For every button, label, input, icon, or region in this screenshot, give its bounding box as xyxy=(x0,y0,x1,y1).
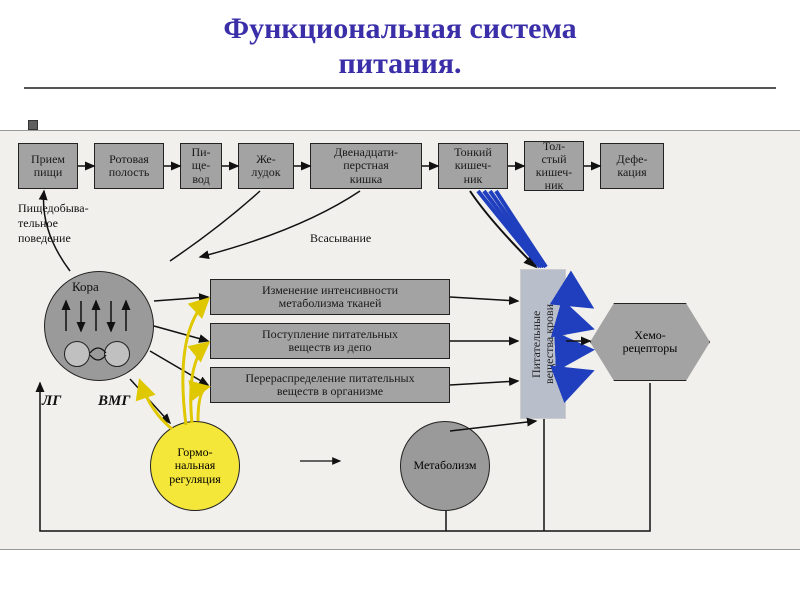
label-lg: ЛГ xyxy=(42,393,61,410)
mid-perer: Перераспределение питательныхвеществ в о… xyxy=(210,367,450,403)
chain-rot: Ротоваяполость xyxy=(94,143,164,189)
chain-def: Дефе-кация xyxy=(600,143,664,189)
node-metab: Метаболизм xyxy=(400,421,490,511)
slide-title: Функциональная система питания. xyxy=(0,0,800,81)
chain-dvenad: Двенадцати-перстнаякишка xyxy=(310,143,422,189)
title-rule xyxy=(24,87,776,89)
chain-pishevod: Пи-ще-вод xyxy=(180,143,222,189)
label-pishedob: Пищедобыва-тельноеповедение xyxy=(18,201,138,246)
node-nutrients: Питательныевещества крови xyxy=(520,269,566,419)
node-hemo: Хемо-рецепторы xyxy=(590,303,710,381)
chain-tolstyy: Тол-стыйкишеч-ник xyxy=(524,141,584,191)
diagram-area: Приемпищи Ротоваяполость Пи-ще-вод Же-лудок… xyxy=(0,130,800,550)
kora-inner-1 xyxy=(104,341,130,367)
label-vsas: Всасывание xyxy=(310,231,371,246)
kora-inner-0 xyxy=(64,341,90,367)
label-vmg: ВМГ xyxy=(98,393,130,410)
mid-post: Поступление питательныхвеществ из депо xyxy=(210,323,450,359)
chain-tonkiy: Тонкийкишеч-ник xyxy=(438,143,508,189)
mid-izm: Изменение интенсивностиметаболизма ткане… xyxy=(210,279,450,315)
title-line2: питания. xyxy=(339,47,462,80)
bullet-marker xyxy=(28,120,38,130)
node-kora xyxy=(44,271,154,381)
chain-zheludok: Же-лудок xyxy=(238,143,294,189)
chain-priem: Приемпищи xyxy=(18,143,78,189)
node-gormon: Гормо-нальнаярегуляция xyxy=(150,421,240,511)
label-kora: Кора xyxy=(72,279,99,295)
title-line1: Функциональная система xyxy=(223,12,576,45)
